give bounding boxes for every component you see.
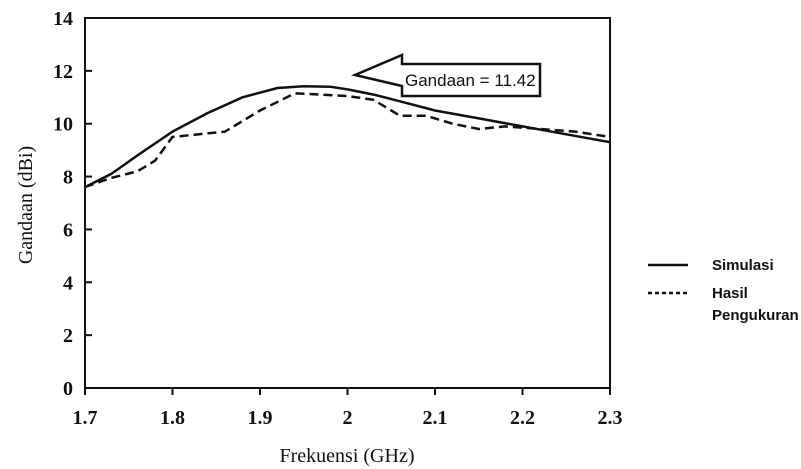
y-tick-label: 10 bbox=[53, 114, 73, 136]
legend-label-simulasi: Simulasi bbox=[712, 257, 774, 274]
x-axis-ticks: 1.7 1.8 1.9 2 2.1 2.2 2.3 bbox=[73, 388, 623, 429]
series-line-simulasi bbox=[84, 84, 611, 189]
x-tick-label: 1.9 bbox=[248, 407, 273, 429]
legend: Simulasi Hasil Pengukuran bbox=[648, 257, 799, 324]
y-axis-ticks: 0 2 4 6 8 10 12 14 bbox=[53, 8, 92, 400]
x-tick-label: 2 bbox=[343, 407, 353, 429]
series-layer bbox=[84, 84, 611, 189]
y-tick-label: 4 bbox=[63, 272, 73, 294]
x-tick-label: 2.3 bbox=[598, 407, 623, 429]
y-tick-label: 8 bbox=[63, 167, 73, 189]
y-tick-label: 0 bbox=[63, 378, 73, 400]
annotation-label: Gandaan = 11.42 bbox=[405, 71, 536, 90]
y-axis-label: Gandaan (dBi) bbox=[15, 146, 37, 264]
x-axis-label: Frekuensi (GHz) bbox=[280, 445, 415, 467]
y-tick-label: 2 bbox=[63, 325, 73, 347]
annotation-arrow bbox=[350, 53, 542, 98]
legend-label-pengukuran-line1: Hasil bbox=[712, 285, 748, 302]
x-tick-label: 1.7 bbox=[73, 407, 98, 429]
legend-label-pengukuran: Hasil Pengukuran bbox=[712, 285, 799, 324]
y-tick-label: 12 bbox=[53, 61, 73, 83]
peak-annotation: Gandaan = 11.42 bbox=[350, 53, 542, 98]
y-tick-label: 6 bbox=[63, 219, 73, 241]
legend-label-pengukuran-line2: Pengukuran bbox=[712, 307, 799, 324]
x-tick-label: 2.2 bbox=[510, 407, 535, 429]
y-tick-label: 14 bbox=[53, 8, 73, 30]
x-tick-label: 2.1 bbox=[423, 407, 448, 429]
x-tick-label: 1.8 bbox=[160, 407, 185, 429]
series-line-pengukuran bbox=[84, 92, 611, 189]
